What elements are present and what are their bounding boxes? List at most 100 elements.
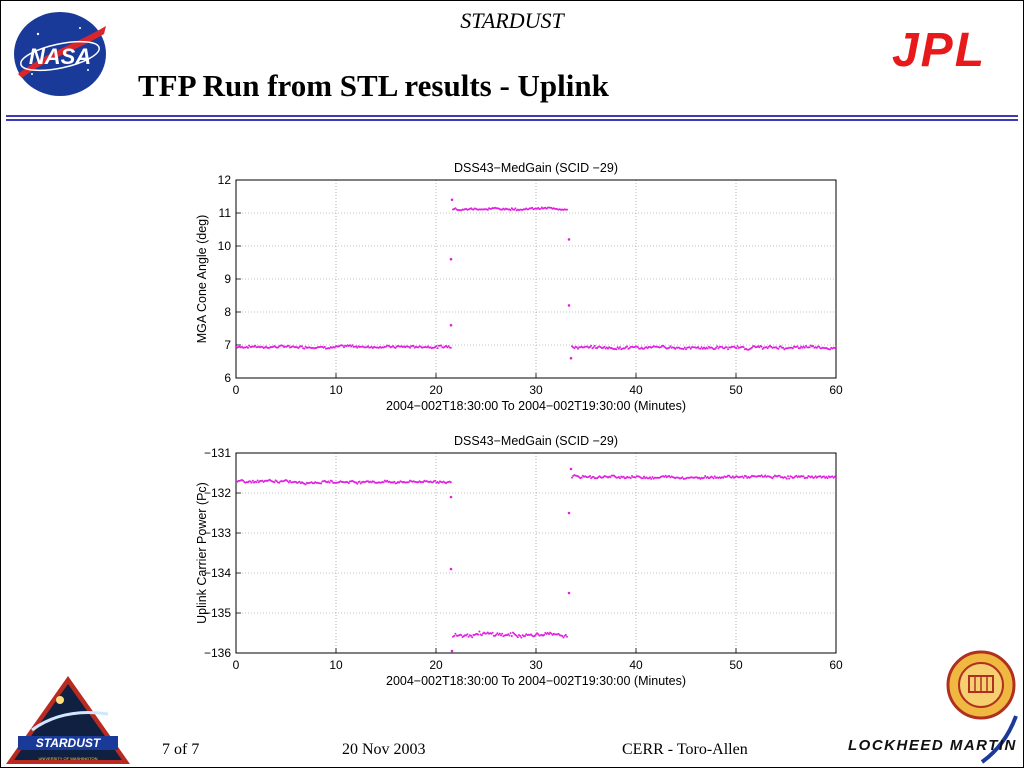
chart2-data-point xyxy=(641,477,644,480)
chart1-data-point xyxy=(392,345,395,348)
chart1-data-point xyxy=(727,348,729,351)
title-rule xyxy=(6,115,1018,117)
chart1-y-tick-label: 10 xyxy=(218,239,232,253)
chart2-data-point xyxy=(785,477,788,480)
chart1-data-point xyxy=(782,346,785,349)
chart1-data-point xyxy=(603,345,606,348)
chart2-data-point xyxy=(242,479,245,482)
chart2-outlier-point xyxy=(449,495,453,499)
chart1-data-point xyxy=(351,344,354,347)
chart2-data-point xyxy=(534,633,537,636)
chart2-data-point xyxy=(806,476,809,479)
chart2-data-point xyxy=(537,633,540,636)
chart2-data-point xyxy=(331,480,333,483)
chart2-data-point xyxy=(470,634,472,637)
chart1-data-point xyxy=(589,346,591,348)
chart2-data-point xyxy=(251,479,254,482)
chart2-data-point xyxy=(831,475,834,478)
chart1-data-point xyxy=(446,346,449,349)
chart2-data-point xyxy=(289,479,291,482)
page-number: 7 of 7 xyxy=(162,741,200,758)
chart2-x-axis-label: 2004−002T18:30:00 To 2004−002T19:30:00 (… xyxy=(386,674,686,688)
chart1-data-point xyxy=(367,345,369,348)
chart2-outlier-point xyxy=(567,511,571,515)
chart2-data-point xyxy=(742,476,745,479)
chart1-data-point xyxy=(697,346,699,348)
chart1-outlier-point xyxy=(567,304,571,307)
chart1-x-tick-label: 30 xyxy=(529,383,543,397)
chart1-data-point xyxy=(445,344,447,347)
chart2-data-point xyxy=(437,482,440,484)
chart1-data-point xyxy=(577,347,579,350)
chart1-data-point xyxy=(766,347,769,350)
chart2-data-point xyxy=(548,633,550,636)
chart1-y-tick-label: 11 xyxy=(219,206,232,220)
chart1-data-point xyxy=(706,347,709,350)
chart2-data-point xyxy=(562,636,565,639)
chart1-data-point xyxy=(682,348,685,350)
chart1-y-axis-label: MGA Cone Angle (deg) xyxy=(195,215,209,344)
title-rule-lower xyxy=(6,119,1018,121)
chart2-data-point xyxy=(398,481,401,484)
chart1-data-point xyxy=(791,347,794,350)
chart2-data-point xyxy=(480,634,483,637)
uw-seal xyxy=(946,650,1016,720)
chart2-data-point xyxy=(823,475,825,478)
chart1-data-point xyxy=(615,348,618,351)
chart1-data-point xyxy=(592,346,595,349)
chart2-data-point xyxy=(772,475,775,478)
chart2-data-point xyxy=(760,474,763,477)
chart2-data-point xyxy=(643,475,645,478)
chart1-x-tick-label: 10 xyxy=(329,383,343,397)
chart1-data-point xyxy=(725,346,728,349)
chart1-data-point xyxy=(607,347,609,350)
chart2-data-point xyxy=(649,476,651,479)
chart2-data-point xyxy=(516,636,519,639)
chart1-data-point xyxy=(717,347,720,350)
chart1-data-point xyxy=(808,346,811,349)
chart1-data-point xyxy=(447,345,450,348)
chart2-data-point xyxy=(498,632,501,635)
chart2-data-point xyxy=(819,475,822,478)
chart2-data-point xyxy=(347,482,350,485)
chart2-y-axis-label: Uplink Carrier Power (Pc) xyxy=(195,482,209,624)
chart1-data-point xyxy=(736,345,739,348)
chart2-data-point xyxy=(802,475,805,478)
chart2-data-point xyxy=(320,482,323,485)
stardust-patch: STARDUST UNIVERSITY OF WASHINGTON xyxy=(6,676,130,764)
chart2-y-tick-label: −132 xyxy=(204,486,231,500)
stardust-patch-sub: UNIVERSITY OF WASHINGTON xyxy=(38,756,97,761)
chart2-data-point xyxy=(788,477,791,480)
chart1-data-point xyxy=(616,346,619,349)
chart2-x-tick-label: 20 xyxy=(429,658,443,672)
chart2-data-point xyxy=(422,481,425,484)
chart2-data-point xyxy=(543,633,546,636)
chart2-data-point xyxy=(651,476,654,478)
chart2-data-point xyxy=(561,635,564,637)
chart1-data-point xyxy=(805,344,807,347)
chart1-data-point xyxy=(436,347,439,350)
chart2-data-point xyxy=(255,481,258,484)
chart1-y-tick-label: 8 xyxy=(224,305,231,319)
chart1-data-point xyxy=(716,345,719,348)
chart1-data-point xyxy=(646,347,649,350)
chart2-x-tick-label: 50 xyxy=(729,658,743,672)
chart2-data-point xyxy=(454,632,457,635)
chart1-data-point xyxy=(818,345,821,348)
chart1-outlier-point xyxy=(449,323,453,327)
chart1-title: DSS43−MedGain (SCID −29) xyxy=(454,161,618,175)
chart1-outlier-point xyxy=(450,198,454,202)
chart1-x-axis-label: 2004−002T18:30:00 To 2004−002T19:30:00 (… xyxy=(386,399,686,413)
chart2-data-point xyxy=(668,475,671,477)
chart1-data-point xyxy=(689,347,692,350)
chart2-y-tick-label: −135 xyxy=(204,606,231,620)
chart2-data-point xyxy=(745,475,747,478)
chart1-y-tick-label: 6 xyxy=(224,371,231,385)
chart2-data-point xyxy=(496,632,499,635)
chart2-data-point xyxy=(778,474,781,477)
chart1-data-point xyxy=(815,346,818,349)
chart2-data-point xyxy=(592,475,595,478)
chart1-data-point xyxy=(623,347,626,350)
chart1-data-point xyxy=(297,347,300,349)
chart2-data-point xyxy=(763,475,765,478)
